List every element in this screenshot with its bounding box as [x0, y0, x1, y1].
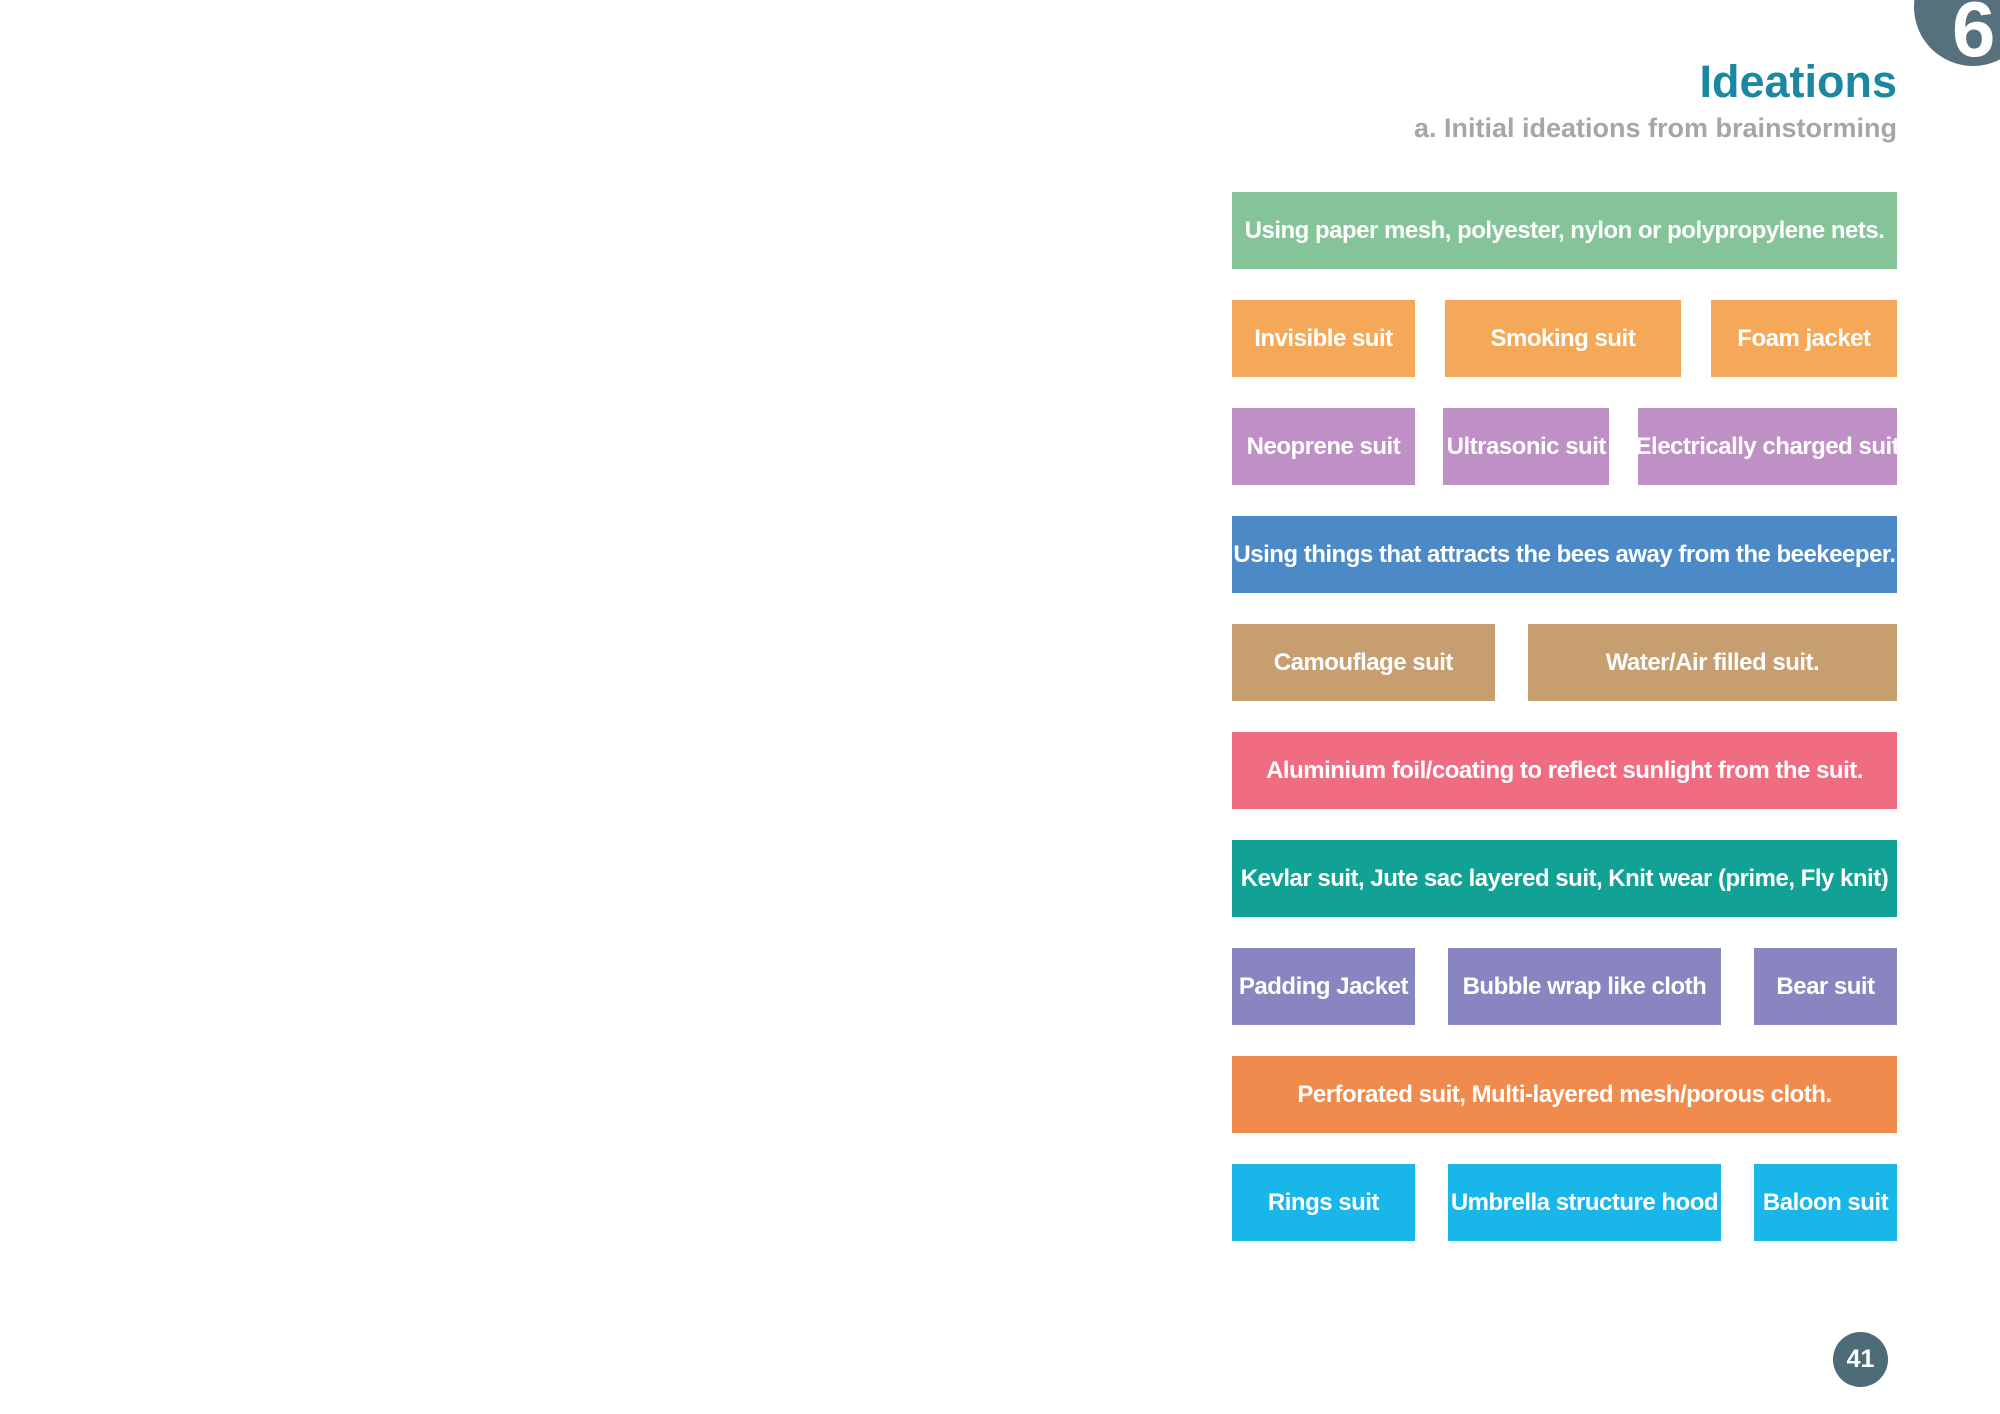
ideation-box-padding-jacket: Padding Jacket	[1232, 948, 1415, 1025]
ideation-box-rings-suit: Rings suit	[1232, 1164, 1415, 1241]
page-header: Ideations a. Initial ideations from brai…	[1413, 56, 1897, 144]
ideation-row: Neoprene suit Ultrasonic suit Electrical…	[1232, 408, 1900, 485]
ideation-box-smoking-suit: Smoking suit	[1444, 300, 1681, 377]
ideation-row: Rings suit Umbrella structure hood Baloo…	[1232, 1164, 1897, 1241]
ideation-box-paper-mesh: Using paper mesh, polyester, nylon or po…	[1232, 192, 1897, 269]
ideation-box-neoprene-suit: Neoprene suit	[1232, 408, 1415, 485]
ideation-box-ultrasonic-suit: Ultrasonic suit	[1443, 408, 1610, 485]
ideation-box-invisible-suit: Invisible suit	[1232, 300, 1415, 377]
page-title: Ideations	[1699, 56, 1897, 107]
ideation-box-attract-bees: Using things that attracts the bees away…	[1232, 516, 1897, 593]
ideation-row: Perforated suit, Multi-layered mesh/poro…	[1232, 1056, 1897, 1133]
ideation-row: Invisible suit Smoking suit Foam jacket	[1232, 300, 1897, 377]
ideation-box-bubble-wrap-cloth: Bubble wrap like cloth	[1448, 948, 1721, 1025]
ideation-box-baloon-suit: Baloon suit	[1754, 1164, 1897, 1241]
chapter-number: 6	[1952, 0, 1995, 73]
ideation-row: Kevlar suit, Jute sac layered suit, Knit…	[1232, 840, 1897, 917]
ideation-box-foam-jacket: Foam jacket	[1710, 300, 1897, 377]
ideation-box-bear-suit: Bear suit	[1754, 948, 1897, 1025]
ideation-row: Padding Jacket Bubble wrap like cloth Be…	[1232, 948, 1897, 1025]
ideation-row: Using things that attracts the bees away…	[1232, 516, 1897, 593]
ideation-box-electrically-charged-suit: Electrically charged suit	[1636, 408, 1900, 485]
page-number-badge: 41	[1833, 1332, 1888, 1387]
ideation-box-umbrella-structure-hood: Umbrella structure hood	[1448, 1164, 1721, 1241]
ideation-row: Aluminium foil/coating to reflect sunlig…	[1232, 732, 1897, 809]
ideation-box-camouflage-suit: Camouflage suit	[1232, 624, 1495, 701]
ideation-box-kevlar-jute-knit: Kevlar suit, Jute sac layered suit, Knit…	[1232, 840, 1897, 917]
ideation-box-water-air-filled-suit: Water/Air filled suit.	[1527, 624, 1897, 701]
ideation-grid: Using paper mesh, polyester, nylon or po…	[1232, 192, 1900, 1241]
ideation-box-aluminium-foil: Aluminium foil/coating to reflect sunlig…	[1232, 732, 1897, 809]
ideation-box-perforated-suit: Perforated suit, Multi-layered mesh/poro…	[1232, 1056, 1897, 1133]
page-subtitle: a. Initial ideations from brainstorming	[1413, 113, 1897, 143]
ideation-row: Camouflage suit Water/Air filled suit.	[1232, 624, 1897, 701]
ideation-row: Using paper mesh, polyester, nylon or po…	[1232, 192, 1897, 269]
